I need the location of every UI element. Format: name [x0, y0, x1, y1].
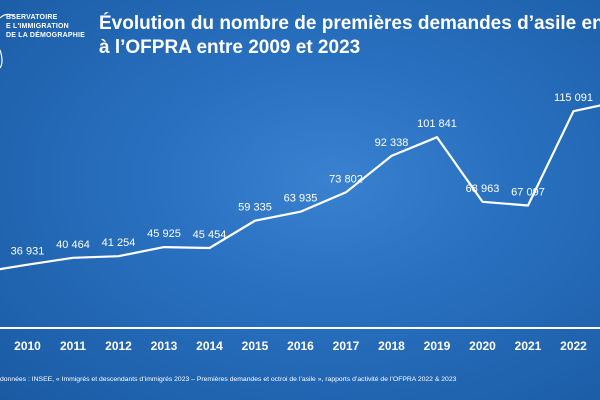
logo-line-2: E L'IMMIGRATION [6, 23, 69, 30]
line-chart: 36 931 40 464 41 254 45 925 45 454 59 335 63 9… [0, 92, 600, 353]
chart-title-line-2: à l’OFPRA entre 2009 et 2023 [99, 37, 361, 58]
chart-title: Évolution du nombre de premières demande… [99, 12, 600, 60]
data-label: 68 963 [466, 183, 500, 195]
series-line [0, 104, 600, 271]
x-tick-label: 2019 [424, 339, 451, 353]
x-tick-label: 2018 [378, 339, 405, 353]
data-label: 63 935 [284, 193, 318, 205]
x-tick-label: 2012 [105, 339, 132, 353]
data-label: 67 097 [511, 187, 545, 199]
logo-swoosh-icon [0, 13, 15, 69]
source-footnote: données : INSEE, « Immigrés et descendan… [0, 376, 457, 383]
data-label: 45 454 [193, 229, 227, 241]
x-tick-label: 2017 [333, 339, 360, 353]
data-labels: 36 931 40 464 41 254 45 925 45 454 59 335 63 9… [11, 92, 593, 258]
x-tick-label: 2014 [196, 339, 223, 353]
x-tick-label: 2022 [560, 339, 587, 353]
series-demandes [0, 104, 600, 271]
data-label: 101 841 [417, 118, 457, 130]
data-label: 40 464 [56, 239, 90, 251]
chart-title-line-1: Évolution du nombre de premières demande… [99, 13, 600, 34]
x-tick-label: 2011 [60, 339, 86, 353]
logo-line-3: DE LA DÉMOGRAPHIE [6, 32, 85, 39]
x-tick-label: 2013 [151, 339, 178, 353]
x-tick-label: 2021 [515, 339, 542, 353]
observatoire-logo: BSERVATOIRE E L'IMMIGRATION DE LA DÉMOGR… [0, 10, 96, 70]
x-tick-label: 2015 [242, 339, 269, 353]
data-label: 36 931 [11, 246, 45, 258]
logo-line-1: BSERVATOIRE [6, 14, 58, 21]
data-label: 59 335 [238, 202, 272, 214]
data-label: 41 254 [102, 237, 136, 249]
x-tick-label: 2020 [469, 339, 496, 353]
x-tick-label: 2010 [14, 339, 41, 353]
data-label: 73 802 [329, 173, 363, 185]
x-tick-labels: 2010 2011 2012 2013 2014 2015 2016 2017 2018 2019… [14, 339, 587, 353]
data-label: 115 091 [554, 92, 593, 104]
data-label: 45 925 [147, 228, 181, 240]
data-label: 92 338 [375, 137, 409, 149]
x-tick-label: 2016 [287, 339, 314, 353]
